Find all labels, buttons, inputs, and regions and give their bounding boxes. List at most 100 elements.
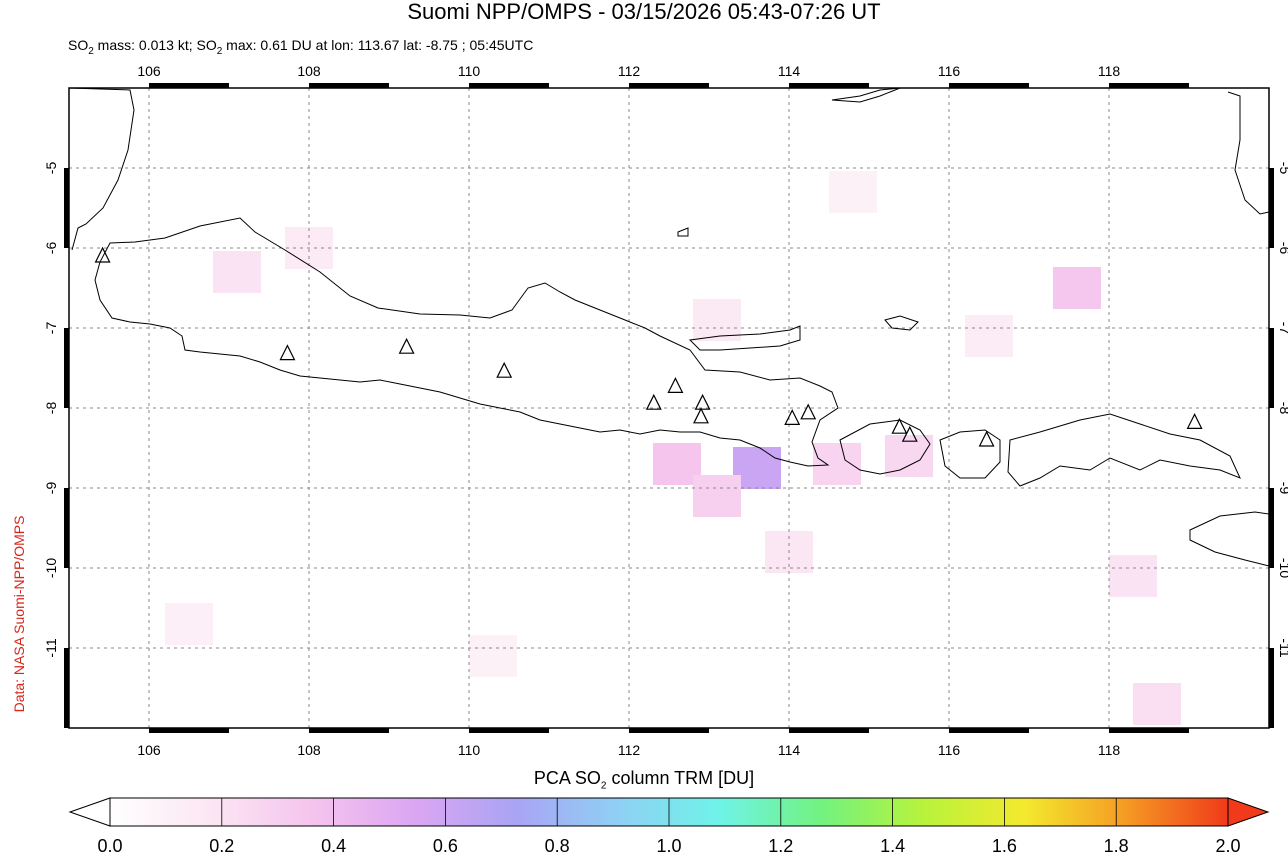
- coastline-lombok: [939, 429, 1001, 479]
- volcano-icon: [667, 377, 684, 393]
- frame-bar-right: [1269, 648, 1274, 728]
- volcano-icon: [496, 361, 513, 378]
- frame-bar-left: [64, 168, 69, 248]
- lat-tick-left: -7: [43, 322, 59, 335]
- lon-tick-bottom: 110: [458, 742, 481, 758]
- lon-tick-bottom: 116: [938, 742, 961, 758]
- lat-tick-left: -11: [43, 638, 59, 657]
- map-figure: 106 106 108 108 110 110 112 112 114 114 116 116 118 1…: [43, 63, 1288, 758]
- colorbar-label: PCA SO2 column TRM [DU]: [0, 768, 1288, 792]
- frame-bar-left: [64, 328, 69, 408]
- colorbar-max-arrow: [1227, 797, 1270, 827]
- volcano-icon: [94, 246, 111, 263]
- map-tick-labels: 106 106 108 108 110 110 112 112 114 114 116 116 118 1…: [43, 63, 1288, 758]
- so2-pixel-layer: [165, 171, 1181, 725]
- subtitle-so: SO: [68, 37, 89, 53]
- colorbar-ticks: 0.0 0.2 0.4 0.6 0.8 1.0 1.2 1.4 1.6 1.8 2.0: [97, 798, 1241, 855]
- volcano-icon: [645, 393, 662, 410]
- frame-bar-top: [629, 83, 709, 88]
- lat-tick-left: -6: [43, 242, 59, 255]
- cbar-tick-label: 1.4: [880, 836, 905, 855]
- cbar-label-pca: PCA SO: [533, 768, 601, 788]
- coastlines: [68, 87, 1270, 567]
- frame-bar-bottom: [149, 728, 229, 733]
- frame-bar-top: [469, 83, 549, 88]
- frame-bar-bottom: [949, 728, 1029, 733]
- so2-cell: [469, 635, 517, 677]
- so2-cell: [693, 299, 741, 341]
- volcano-icon: [978, 430, 995, 447]
- frame-bar-bottom: [309, 728, 389, 733]
- cbar-label-units: column TRM [DU]: [606, 768, 755, 788]
- colorbar-min-arrow: [68, 797, 111, 827]
- volcano-icon: [891, 417, 908, 434]
- coastline-java: [94, 217, 839, 467]
- lon-tick-top: 112: [618, 63, 641, 79]
- frame-bar-top: [789, 83, 869, 88]
- lon-tick-top: 106: [137, 63, 161, 79]
- lat-tick-left: -5: [43, 162, 59, 175]
- frame-bar-bottom: [789, 728, 869, 733]
- lon-tick-bottom: 106: [137, 742, 161, 758]
- subtitle-sub-2b: 2: [216, 45, 223, 57]
- lon-tick-top: 118: [1098, 63, 1121, 79]
- volcano-icon: [694, 393, 711, 410]
- cbar-tick-label: 0.2: [209, 836, 234, 855]
- coastline-karimunjawa: [677, 227, 689, 237]
- volcano-icon: [1186, 413, 1203, 429]
- cbar-tick-label: 0.8: [545, 836, 570, 855]
- cbar-tick-label: 0.4: [321, 836, 346, 855]
- lon-tick-bottom: 112: [618, 742, 641, 758]
- frame-bar-bottom: [469, 728, 549, 733]
- map-frame-bars: [64, 83, 1274, 733]
- volcano-icon: [279, 344, 296, 361]
- frame-bar-bottom: [629, 728, 709, 733]
- lat-tick-right: -7: [1277, 322, 1288, 335]
- volcano-icon: [784, 409, 801, 425]
- map-subtitle: SO2 mass: 0.013 kt; SO2 max: 0.61 DU at …: [68, 36, 533, 61]
- colorbar: 0.0 0.2 0.4 0.6 0.8 1.0 1.2 1.4 1.6 1.8 2.0: [68, 797, 1270, 855]
- graticule: [69, 88, 1269, 728]
- frame-bar-top: [309, 83, 389, 88]
- lon-tick-bottom: 114: [778, 742, 801, 758]
- so2-cell: [885, 435, 933, 477]
- frame-bar-right: [1269, 168, 1274, 248]
- lon-tick-bottom: 118: [1098, 742, 1121, 758]
- coastline-sumatra: [68, 87, 135, 251]
- so2-cell: [213, 251, 261, 293]
- volcano-icon: [901, 425, 918, 442]
- frame-bar-right: [1269, 488, 1274, 568]
- volcano-icon: [800, 403, 817, 420]
- lat-tick-left: -9: [43, 482, 59, 495]
- cbar-tick-label: 1.2: [768, 836, 793, 855]
- lon-tick-bottom: 108: [297, 742, 321, 758]
- coastline-sulawesi: [1227, 91, 1270, 215]
- lat-tick-left: -10: [43, 558, 59, 578]
- so2-cell: [1133, 683, 1181, 725]
- subtitle-mass-text: mass: 0.013 kt; SO: [93, 37, 217, 53]
- lat-tick-right: -11: [1277, 638, 1288, 657]
- frame-bar-left: [64, 648, 69, 728]
- volcano-icon: [398, 337, 415, 354]
- map-title: Suomi NPP/OMPS - 03/15/2026 05:43-07:26 …: [407, 0, 881, 24]
- so2-cell: [813, 443, 861, 485]
- volcano-markers: [94, 246, 1203, 447]
- lat-tick-right: -5: [1277, 162, 1288, 175]
- lon-tick-top: 108: [297, 63, 321, 79]
- cbar-tick-label: 1.0: [656, 836, 681, 855]
- frame-bar-bottom: [1109, 728, 1189, 733]
- volcano-icon: [693, 407, 709, 424]
- so2-cell: [1109, 555, 1157, 597]
- coastline-kangean: [884, 315, 919, 331]
- so2-cell: [165, 603, 213, 645]
- so2-cell: [693, 475, 741, 517]
- lon-tick-top: 116: [938, 63, 961, 79]
- so2-cell: [965, 315, 1013, 357]
- cbar-tick-label: 0.6: [433, 836, 458, 855]
- lon-tick-top: 110: [458, 63, 481, 79]
- cbar-label-sub: 2: [600, 780, 607, 792]
- frame-bar-left: [64, 488, 69, 568]
- cbar-tick-label: 1.8: [1104, 836, 1129, 855]
- cbar-tick-label: 1.6: [992, 836, 1017, 855]
- lat-tick-right: -8: [1277, 402, 1288, 415]
